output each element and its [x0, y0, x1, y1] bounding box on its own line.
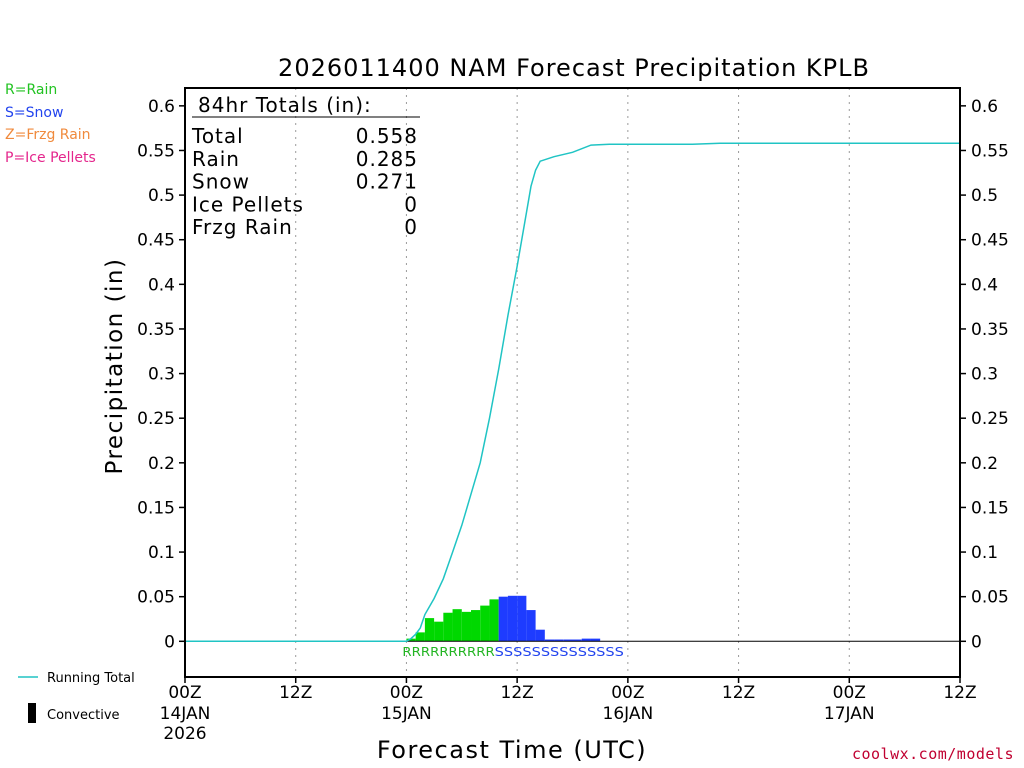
y-tick-label-right: 0.05	[971, 588, 1009, 608]
precip-bar-14	[536, 630, 545, 642]
totals-label: Total	[191, 124, 244, 148]
y-tick-label-right: 0.25	[971, 409, 1009, 429]
y-tick-label-right: 0.55	[971, 141, 1009, 161]
y-tick-label-right: 0	[971, 632, 982, 652]
y-tick-label-right: 0.35	[971, 320, 1009, 340]
precip-bar-6	[462, 612, 471, 641]
x-tick-label: 12Z	[279, 683, 312, 703]
precip-type-strip: RRRRRRRRRR SSSSSSSSSSSSSS	[402, 645, 623, 659]
precip-bar-7	[471, 610, 480, 641]
precip-bar-10	[499, 597, 508, 642]
y-tick-label-left: 0.3	[148, 365, 175, 385]
x-tick-year: 2026	[163, 724, 206, 744]
totals-label: Snow	[192, 170, 250, 194]
x-tick-date: 15JAN	[381, 704, 432, 724]
precip-bar-4	[443, 613, 452, 642]
precip-bar-11	[508, 596, 517, 642]
x-tick-label: 12Z	[501, 683, 534, 703]
y-tick-label-left: 0.4	[148, 275, 175, 295]
y-tick-label-left: 0.5	[148, 186, 175, 206]
totals-label: Frzg Rain	[192, 215, 293, 239]
convective-swatch	[28, 703, 36, 723]
y-tick-label-right: 0.5	[971, 186, 998, 206]
y-tick-label-right: 0.6	[971, 97, 998, 117]
totals-header: 84hr Totals (in):	[198, 93, 372, 117]
y-tick-label-right: 0.45	[971, 231, 1009, 251]
x-tick-label: 12Z	[943, 683, 976, 703]
series-legend: Running Total Convective	[18, 671, 135, 723]
precip-bar-13	[526, 610, 535, 641]
totals-value: 0.271	[356, 170, 418, 194]
y-tick-label-right: 0.3	[971, 365, 998, 385]
chart-title: 2026011400 NAM Forecast Precipitation KP…	[278, 54, 870, 82]
running-total-line	[185, 143, 960, 641]
plot-frame	[185, 88, 960, 677]
y-axis-label: Precipitation (in)	[102, 258, 128, 475]
precip-bars	[406, 596, 600, 642]
credit-text: coolwx.com/models	[852, 745, 1014, 763]
y-tick-label-right: 0.15	[971, 498, 1009, 518]
type-strip-rain: RRRRRRRRRR	[402, 645, 494, 659]
totals-value: 0.558	[356, 124, 418, 148]
totals-value: 0	[404, 192, 418, 216]
x-tick-date: 16JAN	[603, 704, 654, 724]
y-tick-label-left: 0.1	[148, 543, 175, 563]
y-tick-label-left: 0.6	[148, 97, 175, 117]
precip-bar-12	[517, 596, 526, 642]
type-strip-snow: SSSSSSSSSSSSSS	[495, 645, 624, 659]
y-tick-label-left: 0.55	[137, 141, 175, 161]
x-axis-label: Forecast Time (UTC)	[377, 736, 647, 764]
y-tick-label-right: 0.1	[971, 543, 998, 563]
totals-value: 0	[404, 215, 418, 239]
x-tick-label: 00Z	[833, 683, 866, 703]
y-tick-label-right: 0.4	[971, 275, 998, 295]
precip-bar-3	[434, 622, 443, 642]
x-tick-label: 00Z	[611, 683, 644, 703]
y-tick-label-left: 0.2	[148, 454, 175, 474]
y-tick-label-left: 0.05	[137, 588, 175, 608]
precip-bar-1	[416, 632, 425, 641]
totals-label: Ice Pellets	[192, 192, 304, 216]
precip-bar-2	[425, 618, 434, 641]
running-total-legend-label: Running Total	[47, 671, 135, 686]
precipitation-chart: 2026011400 NAM Forecast Precipitation KP…	[0, 0, 1024, 768]
totals-box: 84hr Totals (in): Total 0.558 Rain 0.285 Sno…	[191, 93, 420, 239]
y-tick-label-left: 0.15	[137, 498, 175, 518]
totals-label: Rain	[192, 147, 240, 171]
precip-bar-9	[489, 599, 498, 641]
x-tick-label: 12Z	[722, 683, 755, 703]
totals-value: 0.285	[356, 147, 418, 171]
precip-bar-8	[480, 606, 489, 642]
convective-legend-label: Convective	[47, 708, 120, 723]
y-tick-label-left: 0.35	[137, 320, 175, 340]
x-tick-label: 00Z	[390, 683, 423, 703]
y-axis-left: 0 0.05 0.1 0.15 0.2 0.25 0.3 0.35 0.4 0.45 0.5 0.55…	[137, 97, 185, 652]
y-tick-label-left: 0	[164, 632, 175, 652]
y-tick-label-left: 0.25	[137, 409, 175, 429]
precip-bar-5	[453, 609, 462, 641]
x-tick-date: 14JAN	[160, 704, 211, 724]
y-tick-label-right: 0.2	[971, 454, 998, 474]
y-tick-label-left: 0.45	[137, 231, 175, 251]
x-tick-label: 00Z	[168, 683, 201, 703]
y-axis-right: 0 0.05 0.1 0.15 0.2 0.25 0.3 0.35 0.4 0.45 0.5 0.55…	[960, 97, 1009, 652]
x-tick-date: 17JAN	[824, 704, 875, 724]
